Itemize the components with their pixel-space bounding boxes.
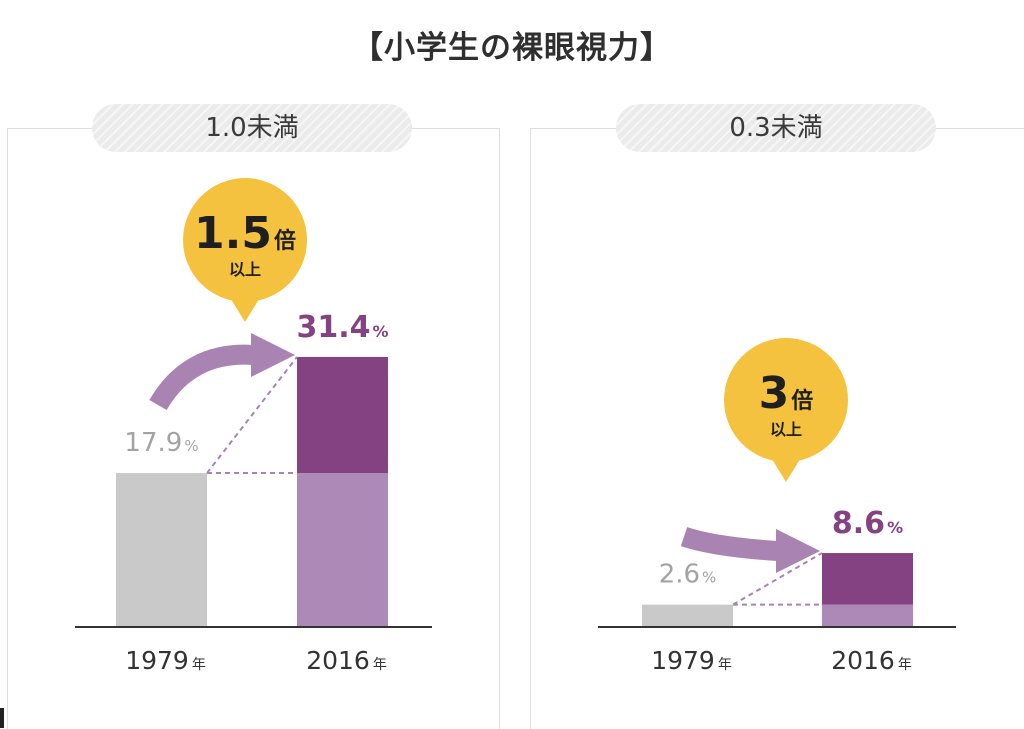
value-number: 31.4 [296, 310, 370, 345]
bar-2016-increase [822, 553, 913, 605]
growth-arrow-head [251, 332, 295, 377]
category-label: 2016 [831, 646, 895, 675]
growth-arrow [680, 527, 820, 574]
x-tick-label-1979: 1979 年 [651, 646, 732, 675]
x-tick-label-1979: 1979 年 [125, 646, 206, 675]
value-label-1979: 17.9% [124, 428, 198, 458]
x-tick-label-2016: 2016 年 [306, 646, 387, 675]
ratio-sub-label: 以上 [770, 420, 802, 439]
ratio-value: 3倍 [759, 368, 814, 419]
value-number: 8.6 [832, 506, 885, 541]
ratio-bubble-tail [770, 456, 802, 482]
category-label: 1979 [651, 646, 715, 675]
value-unit: % [702, 569, 716, 587]
value-label-2016: 8.6% [832, 506, 903, 541]
bar-2016-base [822, 604, 913, 627]
connector-diagonal [732, 552, 823, 606]
edge-mark [0, 708, 4, 728]
value-number: 17.9 [124, 428, 182, 458]
category-unit: 年 [718, 657, 732, 673]
growth-arrow-shaft [149, 344, 254, 411]
bar-1979 [116, 473, 207, 627]
growth-arrow-head [776, 529, 820, 574]
value-unit: % [373, 322, 389, 341]
value-unit: % [184, 437, 198, 455]
ratio-bubble-tail [229, 296, 261, 322]
value-number: 2.6 [659, 560, 700, 590]
ratio-bubble-circle [724, 338, 848, 462]
chart-title: 【小学生の裸眼視力】 [352, 30, 672, 66]
category-label: 1979 [125, 646, 189, 675]
bar-1979 [642, 604, 733, 627]
connector-diagonal [206, 356, 298, 474]
x-tick-label-2016: 2016 年 [831, 646, 912, 675]
right-panel-title: 0.3未満 [616, 104, 936, 152]
ratio-value: 1.5倍 [194, 208, 296, 259]
bar-2016-base [297, 473, 388, 627]
value-label-2016: 31.4% [296, 310, 388, 345]
ratio-bubble-circle [183, 178, 307, 302]
ratio-number: 1.5 [194, 208, 272, 259]
growth-arrow [149, 332, 295, 411]
category-label: 2016 [306, 646, 370, 675]
category-unit: 年 [373, 657, 387, 673]
value-unit: % [887, 518, 903, 537]
category-unit: 年 [898, 657, 912, 673]
left-panel-title: 1.0未満 [92, 104, 412, 152]
category-unit: 年 [192, 657, 206, 673]
growth-arrow-shaft [680, 527, 779, 562]
ratio-unit: 倍 [274, 228, 296, 254]
value-label-1979: 2.6% [659, 560, 717, 590]
bar-2016-increase [297, 356, 388, 474]
ratio-unit: 倍 [791, 388, 813, 414]
ratio-sub-label: 以上 [229, 260, 261, 279]
ratio-number: 3 [759, 368, 790, 419]
